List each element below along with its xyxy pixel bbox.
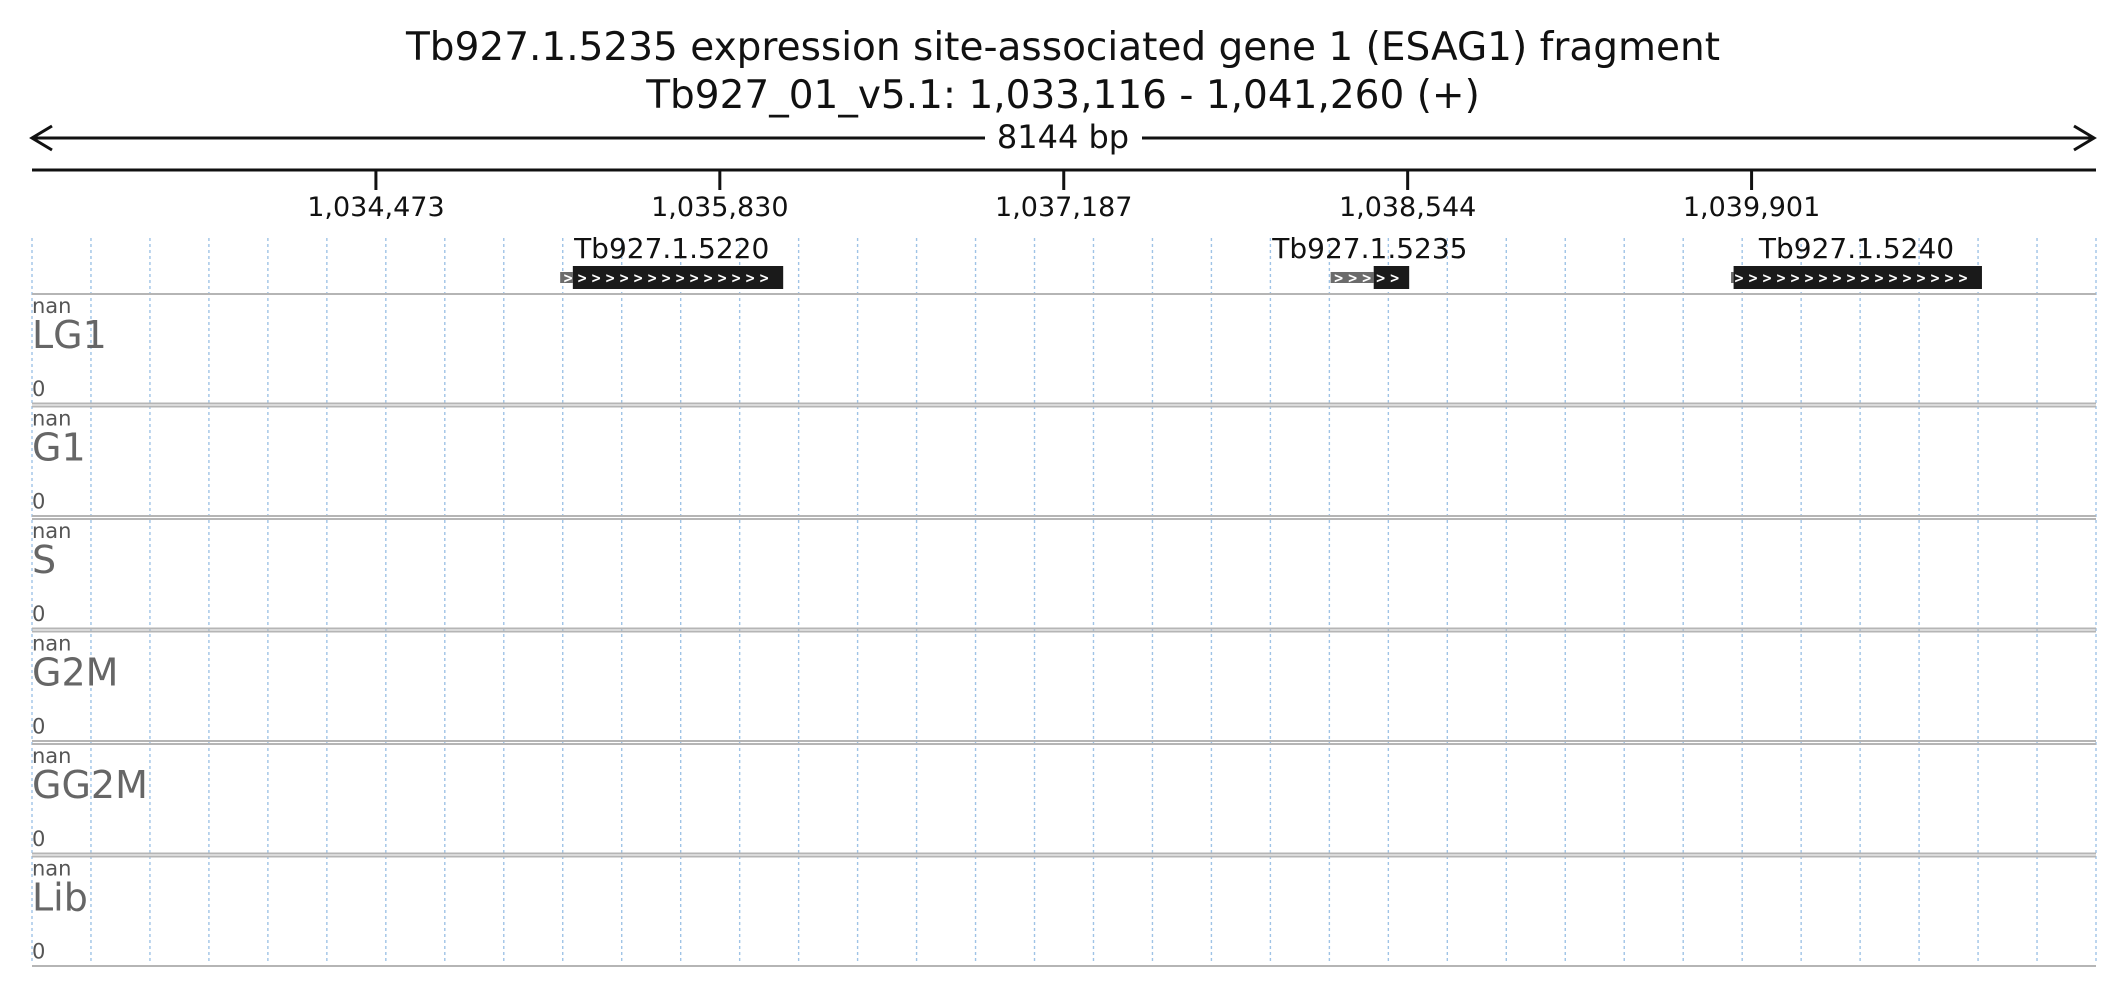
gene-utr [560, 272, 573, 283]
strand-chevron: > [1362, 269, 1371, 287]
strand-chevron: > [620, 269, 629, 287]
strand-chevron: > [1749, 269, 1758, 287]
strand-chevron: > [1945, 269, 1954, 287]
tick-label: 1,039,901 [1683, 192, 1820, 223]
track-name: S [32, 538, 56, 582]
strand-chevron: > [648, 269, 657, 287]
track-name: GG2M [32, 763, 148, 807]
track-name: Lib [32, 876, 88, 920]
strand-chevron: > [1791, 269, 1800, 287]
tick-label: 1,035,830 [651, 192, 788, 223]
track-min-label: 0 [32, 377, 45, 401]
strand-chevron: > [564, 269, 573, 287]
gene-body [1373, 266, 1410, 289]
gene-label: Tb927.1.5240 [1758, 232, 1954, 265]
strand-chevron: > [1847, 269, 1856, 287]
tick-label: 1,034,473 [307, 192, 444, 223]
track-min-label: 0 [32, 940, 45, 964]
track-name: LG1 [32, 313, 107, 357]
track-name: G1 [32, 426, 86, 470]
strand-chevron: > [1334, 269, 1343, 287]
strand-chevron: > [676, 269, 685, 287]
track-min-label: 0 [32, 490, 45, 514]
gene-body [1733, 266, 1982, 289]
gene-body [572, 266, 784, 289]
gene-label: Tb927.1.5220 [573, 232, 769, 265]
span-arrow: 8144 bp [29, 118, 2097, 156]
strand-chevron: > [578, 269, 587, 287]
strand-chevron: > [1348, 269, 1357, 287]
span-arrow-left-head [29, 124, 53, 152]
tick-label: 1,037,187 [995, 192, 1132, 223]
strand-chevron: > [1903, 269, 1912, 287]
track-name: G2M [32, 651, 118, 695]
strand-chevron: > [1931, 269, 1940, 287]
track-max-label: nan [32, 857, 72, 881]
strand-chevron: > [732, 269, 741, 287]
strand-chevron: > [634, 269, 643, 287]
strand-chevron: > [606, 269, 615, 287]
strand-chevron: > [1777, 269, 1786, 287]
gene-label: Tb927.1.5235 [1271, 232, 1467, 265]
chart-title: Tb927.1.5235 expression site-associated … [405, 25, 1720, 70]
strand-chevron: > [718, 269, 727, 287]
tick-label: 1,038,544 [1339, 192, 1476, 223]
strand-chevron: > [1805, 269, 1814, 287]
span-label: 8144 bp [997, 118, 1129, 156]
strand-chevron: > [760, 269, 769, 287]
axis-ticks: 1,034,473 1,035,830 1,037,187 1,038,544 1,03… [307, 170, 1820, 223]
strand-chevron: > [1819, 269, 1828, 287]
strand-chevron: > [1390, 269, 1399, 287]
chart-subtitle: Tb927_01_v5.1: 1,033,116 - 1,041,260 (+) [645, 73, 1480, 118]
strand-chevron: > [1917, 269, 1926, 287]
strand-chevron: > [1735, 269, 1744, 287]
track-max-label: nan [32, 519, 72, 543]
strand-chevron: > [1959, 269, 1968, 287]
gene-track: Tb927.1.5220> > > > > > > > > > > > > > >Tb927.1.5235>… [560, 232, 1982, 289]
gene-utr [1731, 272, 1734, 283]
strand-chevron: > [1861, 269, 1870, 287]
gene-utr [1330, 272, 1374, 283]
strand-chevron: > [746, 269, 755, 287]
strand-chevron: > [1833, 269, 1842, 287]
span-arrow-right-head [2073, 124, 2097, 152]
strand-chevron: > [690, 269, 699, 287]
strand-chevron: > [592, 269, 601, 287]
grid-lines [31, 238, 2097, 963]
track-max-label: nan [32, 744, 72, 768]
track-min-label: 0 [32, 715, 45, 739]
strand-chevron: > [1763, 269, 1772, 287]
strand-chevron: > [1889, 269, 1898, 287]
strand-chevron: > [1376, 269, 1385, 287]
track-max-label: nan [32, 294, 72, 318]
track-min-label: 0 [32, 827, 45, 851]
track-max-label: nan [32, 632, 72, 656]
track-min-label: 0 [32, 602, 45, 626]
strand-chevron: > [704, 269, 713, 287]
track-max-label: nan [32, 407, 72, 431]
strand-chevron: > [1875, 269, 1884, 287]
strand-chevron: > [662, 269, 671, 287]
